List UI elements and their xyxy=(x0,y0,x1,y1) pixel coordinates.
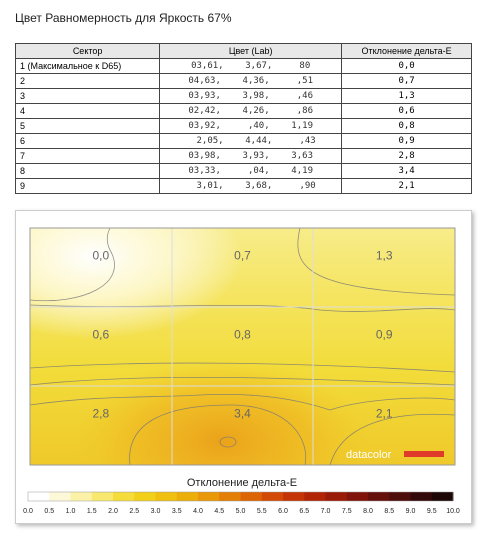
legend-swatch xyxy=(368,492,390,501)
legend-swatch xyxy=(91,492,114,501)
legend-tick-label: 3.5 xyxy=(172,508,182,515)
legend-tick-label: 6.0 xyxy=(278,508,288,515)
legend-tick-label: 0.5 xyxy=(44,508,54,515)
legend-swatch xyxy=(176,492,199,501)
legend-tick-label: 5.5 xyxy=(257,508,267,515)
legend-tick-label: 7.5 xyxy=(342,508,352,515)
cell-value: 0,9 xyxy=(376,328,393,342)
table-body: 1 (Максимальное к D65) 03,61, 3,67, 80 0,0… xyxy=(14,58,472,194)
cell-value: 0,7 xyxy=(234,249,251,263)
cell-value: 2,8 xyxy=(92,407,109,421)
column-header: Сектор xyxy=(14,43,161,59)
legend-swatch xyxy=(283,492,305,501)
legend-swatch xyxy=(346,492,369,501)
legend-title: Отклонение дельта-E xyxy=(187,477,297,489)
legend-tick-label: 6.5 xyxy=(299,508,309,515)
table-cell: 9 xyxy=(14,178,161,194)
table-header: Сектор Цвет (Lab) Отклонение дельта-E xyxy=(14,43,472,59)
table-row: 9 3,01, 3,68, ,90 2,1 xyxy=(14,178,472,194)
legend-tick-label: 7.0 xyxy=(321,508,331,515)
legend-swatch xyxy=(389,492,411,501)
legend-tick-label: 2.5 xyxy=(129,508,139,515)
table-cell: 2,1 xyxy=(341,178,472,194)
cell-value: 0,6 xyxy=(92,328,109,342)
legend-border xyxy=(27,491,454,502)
cell-value: 2,1 xyxy=(376,407,393,421)
legend-swatch xyxy=(155,492,178,501)
cell-value: 0,0 xyxy=(92,249,109,263)
legend-tick-label: 5.0 xyxy=(236,508,246,515)
table-row: 8 03,33, ,04, 4,19 3,4 xyxy=(14,163,472,179)
table-cell: 03,61, 3,67, 80 xyxy=(159,58,343,74)
legend-swatch xyxy=(70,492,93,501)
cell-value: 1,3 xyxy=(376,249,393,263)
plot: datacolor Отклонение дельта-E xyxy=(29,227,456,489)
table-cell: 2,05, 4,44, ,43 xyxy=(159,133,343,149)
legend-tick-label: 3.0 xyxy=(151,508,161,515)
legend-swatch xyxy=(304,492,326,501)
legend-tick-label: 0.0 xyxy=(23,508,33,515)
legend-swatch xyxy=(113,492,135,501)
legend-swatch xyxy=(410,492,433,501)
column-header: Отклонение дельта-E xyxy=(341,43,472,59)
legend-tick-label: 8.5 xyxy=(384,508,394,515)
legend-swatch xyxy=(198,492,220,501)
legend-tick-label: 1.0 xyxy=(66,508,76,515)
legend-swatch xyxy=(431,492,454,501)
column-header: Цвет (Lab) xyxy=(159,43,343,59)
legend-tick-label: 2.0 xyxy=(108,508,118,515)
legend-swatch xyxy=(240,492,263,501)
legend-tick-label: 8.0 xyxy=(363,508,373,515)
legend-swatch xyxy=(49,492,71,501)
legend-tick-label: 9.0 xyxy=(406,508,416,515)
legend-swatch xyxy=(325,492,348,501)
table-row: 2 04,63, 4,36, ,51 0,7 xyxy=(14,73,472,89)
table-row: 6 2,05, 4,44, ,43 0,9 xyxy=(14,133,472,149)
legend-swatch xyxy=(261,492,284,501)
legend-tick-label: 9.5 xyxy=(427,508,437,515)
table-row: 7 03,98, 3,93, 3,63 2,8 xyxy=(14,148,472,164)
legend-swatch xyxy=(28,492,50,501)
legend-swatch xyxy=(219,492,241,501)
logo: datacolor xyxy=(346,449,392,461)
legend-tick-label: 4.0 xyxy=(193,508,203,515)
cell-value: 0,8 xyxy=(234,328,251,342)
cell-value: 3,4 xyxy=(234,407,251,421)
legend-tick-label: 1.5 xyxy=(87,508,97,515)
legend-tick-label: 10.0 xyxy=(446,508,460,515)
table-cell: 3,01, 3,68, ,90 xyxy=(159,178,343,194)
legend-swatch xyxy=(134,492,156,501)
legend-tick-label: 4.5 xyxy=(214,508,224,515)
table: Сектор Цвет (Lab) Отклонение дельта-E 1 (М… xyxy=(14,43,472,194)
title: Цвет Равномерность для Яркость 67% xyxy=(15,11,232,25)
